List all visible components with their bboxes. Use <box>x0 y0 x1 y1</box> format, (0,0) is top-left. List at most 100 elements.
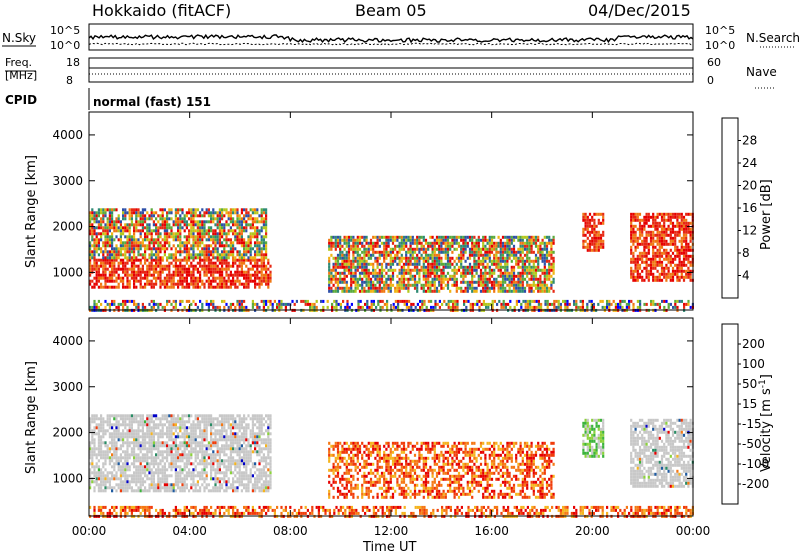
data-cell <box>144 474 147 478</box>
data-cell <box>179 220 182 224</box>
data-cell <box>676 275 679 279</box>
data-cell <box>507 302 510 306</box>
data-cell <box>276 302 279 306</box>
data-cell <box>645 242 648 246</box>
data-cell <box>148 238 151 242</box>
data-cell <box>150 211 153 215</box>
data-cell <box>148 267 151 271</box>
data-cell <box>119 220 122 224</box>
data-cell <box>174 258 177 262</box>
data-cell <box>207 285 210 289</box>
data-cell <box>380 250 384 254</box>
data-cell <box>135 441 138 445</box>
data-cell <box>412 302 415 306</box>
data-cell <box>374 289 377 293</box>
data-cell <box>334 289 337 293</box>
data-cell <box>333 305 336 309</box>
data-cell <box>665 242 668 246</box>
data-cell <box>201 247 204 251</box>
data-cell <box>471 268 474 272</box>
data-cell <box>682 248 686 252</box>
data-cell <box>534 271 538 275</box>
data-cell <box>372 274 375 278</box>
data-cell <box>108 244 111 248</box>
data-cell <box>374 244 377 248</box>
data-cell <box>203 261 206 265</box>
data-cell <box>391 259 395 263</box>
data-cell <box>588 248 592 252</box>
data-cell <box>539 256 542 260</box>
data-cell <box>113 417 116 421</box>
data-cell <box>225 235 228 239</box>
data-cell <box>117 465 120 469</box>
data-cell <box>192 235 195 239</box>
data-cell <box>402 241 406 245</box>
data-cell <box>632 227 635 231</box>
data-cell <box>550 253 553 257</box>
data-cell <box>506 241 509 245</box>
data-cell <box>163 305 166 309</box>
data-cell <box>411 241 414 245</box>
data-cell <box>135 223 138 227</box>
data-cell <box>656 275 659 279</box>
data-cell <box>493 241 496 245</box>
data-cell <box>643 215 646 219</box>
data-cell <box>599 221 603 225</box>
data-cell <box>102 270 105 274</box>
data-cell <box>133 226 136 230</box>
data-cell <box>133 279 136 283</box>
data-cell <box>161 220 164 224</box>
data-cell <box>499 268 502 272</box>
data-cell <box>159 232 162 236</box>
data-cell <box>680 275 683 279</box>
data-cell <box>201 226 204 230</box>
data-cell <box>218 223 221 227</box>
data-cell <box>218 258 221 262</box>
data-cell <box>453 265 456 269</box>
data-cell <box>484 253 487 257</box>
data-cell <box>523 241 527 245</box>
data-cell <box>416 256 419 260</box>
data-cell <box>678 266 681 270</box>
data-cell <box>475 241 478 245</box>
data-cell <box>254 226 257 230</box>
data-cell <box>497 283 500 287</box>
data-cell <box>256 241 259 245</box>
data-cell <box>595 248 598 252</box>
data-cell <box>405 305 408 309</box>
data-cell <box>658 251 661 255</box>
data-cell <box>528 283 531 287</box>
data-cell <box>521 247 524 251</box>
data-cell <box>177 250 180 254</box>
data-cell <box>427 280 430 284</box>
data-cell <box>550 280 553 284</box>
data-cell <box>372 235 375 239</box>
data-cell <box>623 299 626 303</box>
data-cell <box>201 250 204 254</box>
data-cell <box>238 232 241 236</box>
data-cell <box>488 289 491 293</box>
data-cell <box>476 302 479 306</box>
data-cell <box>115 429 118 433</box>
data-cell <box>534 265 538 269</box>
data-cell <box>91 480 94 484</box>
ytick-label: 3000 <box>52 174 83 188</box>
data-cell <box>552 262 555 266</box>
data-cell <box>166 223 169 227</box>
data-cell <box>548 250 551 254</box>
data-cell <box>352 271 355 275</box>
data-cell <box>488 259 491 263</box>
data-cell <box>212 279 215 283</box>
data-cell <box>254 279 257 283</box>
data-cell <box>106 217 109 221</box>
data-cell <box>172 220 175 224</box>
data-cell <box>328 277 331 281</box>
data-cell <box>150 438 153 442</box>
data-cell <box>218 276 221 280</box>
data-cell <box>159 302 162 306</box>
data-cell <box>559 305 562 309</box>
data-cell <box>117 435 120 439</box>
data-cell <box>537 268 540 272</box>
data-cell <box>488 286 491 290</box>
data-cell <box>630 272 633 276</box>
